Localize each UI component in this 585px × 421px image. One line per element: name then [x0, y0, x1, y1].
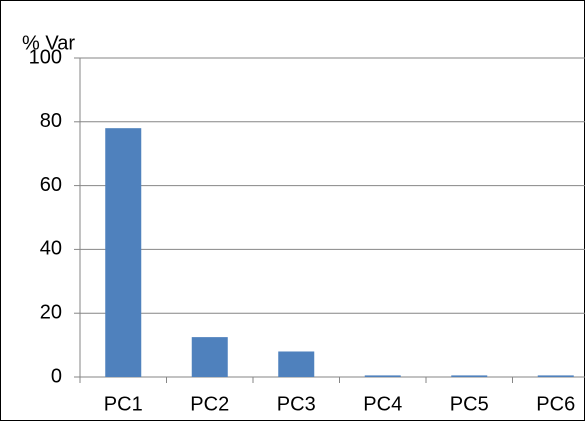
x-tick-label: PC2 — [190, 393, 229, 415]
y-tick-label: 60 — [40, 174, 62, 196]
x-tick-label: PC6 — [536, 393, 575, 415]
bar — [278, 351, 315, 377]
y-axis-label: % Var — [22, 32, 75, 54]
y-tick-label: 40 — [40, 238, 62, 260]
x-tick-label: PC3 — [277, 393, 316, 415]
y-tick-label: 20 — [40, 301, 62, 323]
y-tick-label: 80 — [40, 110, 62, 132]
x-tick-label: PC5 — [450, 393, 489, 415]
bar — [105, 128, 142, 377]
bar — [364, 375, 401, 377]
bar — [451, 375, 488, 377]
y-tick-label: 100 — [29, 46, 62, 68]
x-tick-label: PC4 — [363, 393, 402, 415]
x-tick-label: PC1 — [104, 393, 143, 415]
bar — [191, 337, 228, 377]
bar — [537, 375, 574, 377]
y-tick-label: 0 — [51, 365, 62, 387]
